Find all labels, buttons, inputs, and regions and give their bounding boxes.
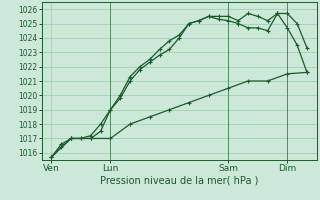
X-axis label: Pression niveau de la mer( hPa ): Pression niveau de la mer( hPa ): [100, 176, 258, 186]
